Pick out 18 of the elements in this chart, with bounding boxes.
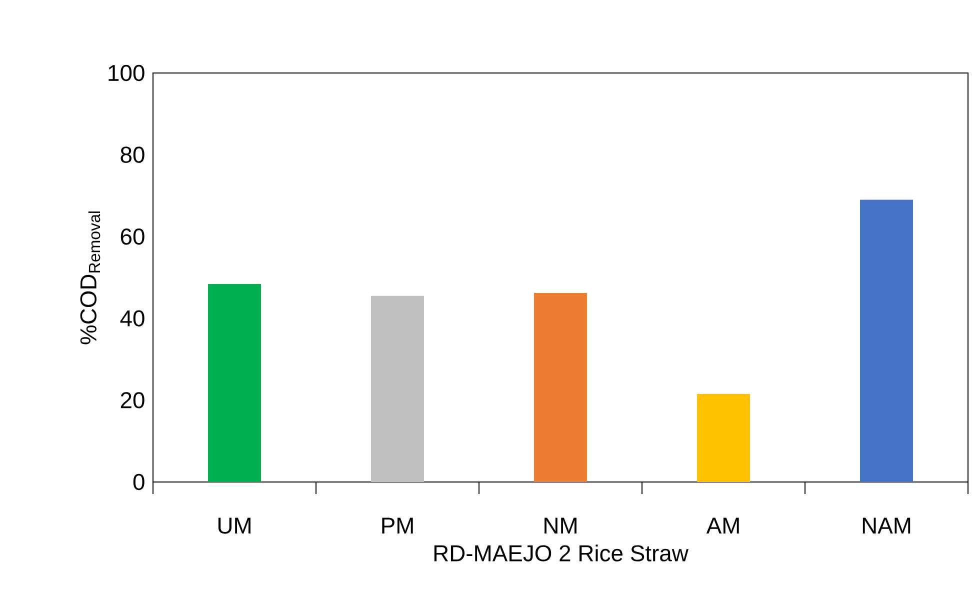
y-tick-label: 40 bbox=[120, 310, 144, 326]
x-tick-label: NAM bbox=[862, 518, 910, 534]
y-tick-label: 60 bbox=[120, 228, 144, 245]
bar bbox=[371, 296, 424, 482]
x-tick-label: PM bbox=[382, 518, 413, 534]
bar bbox=[697, 394, 750, 482]
y-tick-label: 0 bbox=[133, 474, 144, 490]
y-tick-label: 20 bbox=[120, 392, 144, 408]
x-tick-label: AM bbox=[706, 518, 739, 534]
bar bbox=[208, 284, 262, 482]
x-tick-label: NM bbox=[544, 518, 576, 534]
x-axis-title: RD-MAEJO 2 Rice Straw bbox=[434, 544, 688, 562]
y-tick-label: 100 bbox=[108, 64, 144, 82]
bar bbox=[860, 200, 914, 482]
y-tick-label: 80 bbox=[120, 146, 144, 163]
x-tick-label: UM bbox=[218, 518, 250, 534]
y-axis-title: %COD$_{Removal}$ bbox=[80, 212, 100, 344]
bar bbox=[534, 293, 588, 482]
